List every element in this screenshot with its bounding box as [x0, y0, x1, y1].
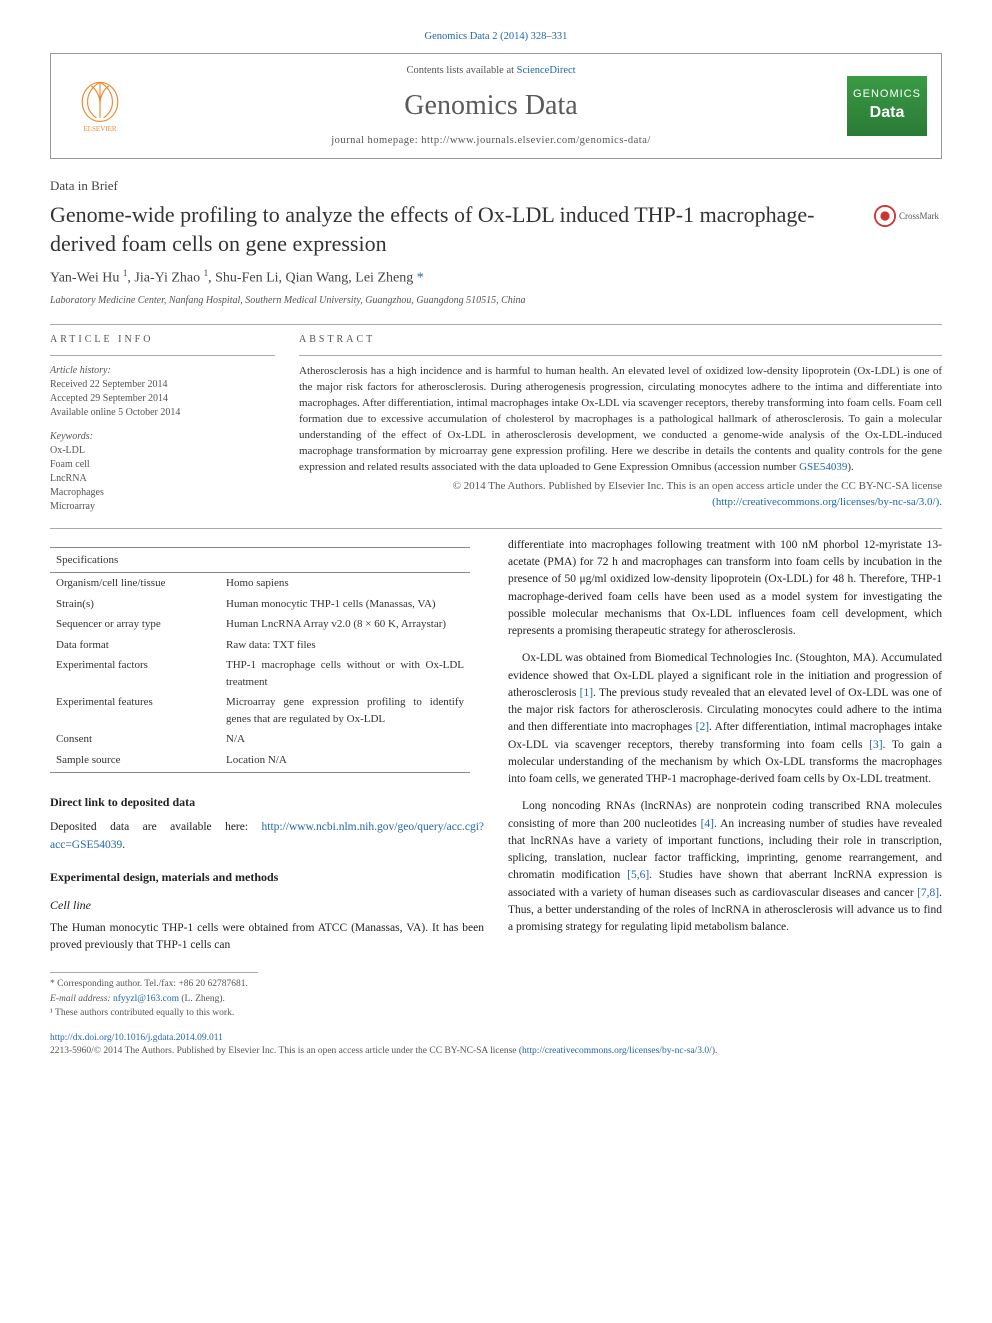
subsection-heading: Cell line: [50, 896, 484, 914]
spec-value: Human LncRNA Array v2.0 (8 × 60 K, Array…: [220, 614, 470, 635]
history-accepted: Accepted 29 September 2014: [50, 392, 275, 406]
ref-link[interactable]: [1]: [580, 687, 593, 699]
table-row: Sample sourceLocation N/A: [50, 750, 470, 773]
spec-key: Experimental features: [50, 692, 220, 729]
abstract-block: abstract Atherosclerosis has a high inci…: [299, 333, 942, 514]
section-heading: Experimental design, materials and metho…: [50, 868, 484, 886]
keyword: Foam cell: [50, 458, 275, 472]
left-column: Specifications Organism/cell line/tissue…: [50, 537, 484, 1020]
table-row: Organism/cell line/tissueHomo sapiens: [50, 573, 470, 594]
divider: [50, 528, 942, 529]
elsevier-logo-icon: ELSEVIER: [65, 71, 135, 141]
genomics-data-logo-icon: GENOMICS Data: [847, 76, 927, 136]
journal-homepage: journal homepage: http://www.journals.el…: [135, 134, 847, 149]
keywords-head: Keywords:: [50, 430, 275, 444]
spec-key: Sample source: [50, 750, 220, 773]
section-heading: Direct link to deposited data: [50, 793, 484, 811]
copyright-line: © 2014 The Authors. Published by Elsevie…: [299, 479, 942, 510]
keyword: Microarray: [50, 500, 275, 514]
body-para: Ox-LDL was obtained from Biomedical Tech…: [508, 650, 942, 788]
corresponding-author-mark[interactable]: *: [417, 270, 424, 285]
history-head: Article history:: [50, 364, 275, 378]
corresponding-footnote: * Corresponding author. Tel./fax: +86 20…: [50, 977, 258, 991]
table-row: Sequencer or array typeHuman LncRNA Arra…: [50, 614, 470, 635]
bottom-bar: http://dx.doi.org/10.1016/j.gdata.2014.0…: [50, 1032, 942, 1059]
doi-link[interactable]: http://dx.doi.org/10.1016/j.gdata.2014.0…: [50, 1033, 223, 1043]
article-info-block: article info Article history: Received 2…: [50, 333, 275, 514]
spec-key: Strain(s): [50, 594, 220, 615]
table-row: ConsentN/A: [50, 729, 470, 750]
ref-link[interactable]: [5,6]: [627, 869, 649, 881]
spec-key: Consent: [50, 729, 220, 750]
spec-key: Experimental factors: [50, 655, 220, 692]
abstract-text: Atherosclerosis has a high incidence and…: [299, 364, 942, 476]
abstract-heading: abstract: [299, 333, 942, 347]
accession-link[interactable]: GSE54039: [799, 461, 847, 473]
affiliation: Laboratory Medicine Center, Nanfang Hosp…: [50, 294, 942, 308]
spec-key: Sequencer or array type: [50, 614, 220, 635]
email-footnote: E-mail address: nfyyzl@163.com (L. Zheng…: [50, 992, 258, 1006]
table-row: Data formatRaw data: TXT files: [50, 635, 470, 656]
table-row: Experimental featuresMicroarray gene exp…: [50, 692, 470, 729]
spec-value: Homo sapiens: [220, 573, 470, 594]
ref-link[interactable]: [3]: [869, 739, 882, 751]
spec-value: N/A: [220, 729, 470, 750]
journal-header: ELSEVIER Contents lists available at Sci…: [50, 53, 942, 160]
table-row: Strain(s)Human monocytic THP-1 cells (Ma…: [50, 594, 470, 615]
article-title: Genome-wide profiling to analyze the eff…: [50, 201, 854, 258]
right-column: differentiate into macrophages following…: [508, 537, 942, 1020]
running-head: Genomics Data 2 (2014) 328–331: [50, 30, 942, 45]
spec-table-header: Specifications: [50, 547, 470, 573]
specifications-table: Specifications Organism/cell line/tissue…: [50, 547, 470, 774]
crossmark-icon: [874, 205, 896, 227]
authors: Yan-Wei Hu 1, Jia-Yi Zhao 1, Shu-Fen Li,…: [50, 267, 942, 288]
ref-link[interactable]: [4]: [701, 818, 714, 830]
email-link[interactable]: nfyyzl@163.com: [113, 994, 179, 1004]
license-link[interactable]: (http://creativecommons.org/licenses/by-…: [712, 496, 942, 508]
elsevier-label: ELSEVIER: [83, 125, 116, 135]
divider: [50, 324, 942, 325]
history-received: Received 22 September 2014: [50, 378, 275, 392]
history-online: Available online 5 October 2014: [50, 406, 275, 420]
spec-value: Microarray gene expression profiling to …: [220, 692, 470, 729]
article-type-label: Data in Brief: [50, 177, 942, 195]
body-para: differentiate into macrophages following…: [508, 537, 942, 641]
spec-value: Human monocytic THP-1 cells (Manassas, V…: [220, 594, 470, 615]
article-info-heading: article info: [50, 333, 275, 347]
contents-line: Contents lists available at ScienceDirec…: [135, 64, 847, 79]
spec-value: THP-1 macrophage cells without or with O…: [220, 655, 470, 692]
spec-value: Raw data: TXT files: [220, 635, 470, 656]
spec-value: Location N/A: [220, 750, 470, 773]
journal-title: Genomics Data: [135, 86, 847, 125]
table-row: Experimental factorsTHP-1 macrophage cel…: [50, 655, 470, 692]
license-link[interactable]: http://creativecommons.org/licenses/by-n…: [522, 1046, 712, 1056]
keyword: Macrophages: [50, 486, 275, 500]
spec-key: Data format: [50, 635, 220, 656]
deposited-data-para: Deposited data are available here: http:…: [50, 819, 484, 854]
ref-link[interactable]: [2]: [696, 721, 709, 733]
crossmark-badge[interactable]: CrossMark: [874, 205, 942, 227]
keyword: LncRNA: [50, 472, 275, 486]
ref-link[interactable]: [7,8]: [917, 887, 939, 899]
footnotes: * Corresponding author. Tel./fax: +86 20…: [50, 972, 258, 1020]
cell-line-para: The Human monocytic THP-1 cells were obt…: [50, 920, 484, 955]
equal-contrib-footnote: ¹ These authors contributed equally to t…: [50, 1006, 258, 1020]
body-para: Long noncoding RNAs (lncRNAs) are nonpro…: [508, 798, 942, 936]
running-head-link[interactable]: Genomics Data 2 (2014) 328–331: [425, 31, 568, 42]
spec-key: Organism/cell line/tissue: [50, 573, 220, 594]
sciencedirect-link[interactable]: ScienceDirect: [517, 65, 576, 76]
keyword: Ox-LDL: [50, 444, 275, 458]
